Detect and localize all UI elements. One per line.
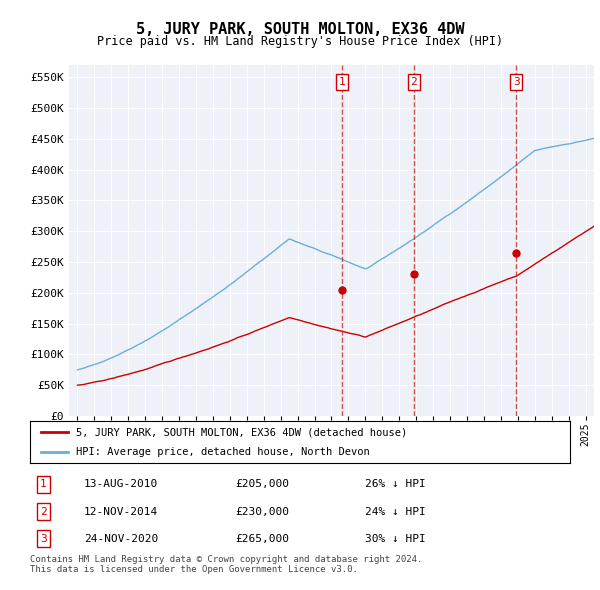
Text: Contains HM Land Registry data © Crown copyright and database right 2024.: Contains HM Land Registry data © Crown c… [30, 555, 422, 563]
Text: 2: 2 [410, 77, 418, 87]
Text: 26% ↓ HPI: 26% ↓ HPI [365, 479, 425, 489]
Text: 12-NOV-2014: 12-NOV-2014 [84, 507, 158, 516]
Text: 24-NOV-2020: 24-NOV-2020 [84, 534, 158, 544]
Text: HPI: Average price, detached house, North Devon: HPI: Average price, detached house, Nort… [76, 447, 370, 457]
Text: 13-AUG-2010: 13-AUG-2010 [84, 479, 158, 489]
Text: £265,000: £265,000 [235, 534, 289, 544]
Text: 24% ↓ HPI: 24% ↓ HPI [365, 507, 425, 516]
Text: £205,000: £205,000 [235, 479, 289, 489]
Text: 2: 2 [40, 507, 47, 516]
Text: 3: 3 [513, 77, 520, 87]
Text: 1: 1 [40, 479, 47, 489]
Text: £230,000: £230,000 [235, 507, 289, 516]
Text: 5, JURY PARK, SOUTH MOLTON, EX36 4DW: 5, JURY PARK, SOUTH MOLTON, EX36 4DW [136, 22, 464, 37]
Text: 3: 3 [40, 534, 47, 544]
Text: 5, JURY PARK, SOUTH MOLTON, EX36 4DW (detached house): 5, JURY PARK, SOUTH MOLTON, EX36 4DW (de… [76, 427, 407, 437]
Text: This data is licensed under the Open Government Licence v3.0.: This data is licensed under the Open Gov… [30, 565, 358, 574]
Text: Price paid vs. HM Land Registry's House Price Index (HPI): Price paid vs. HM Land Registry's House … [97, 35, 503, 48]
Text: 1: 1 [338, 77, 346, 87]
Text: 30% ↓ HPI: 30% ↓ HPI [365, 534, 425, 544]
